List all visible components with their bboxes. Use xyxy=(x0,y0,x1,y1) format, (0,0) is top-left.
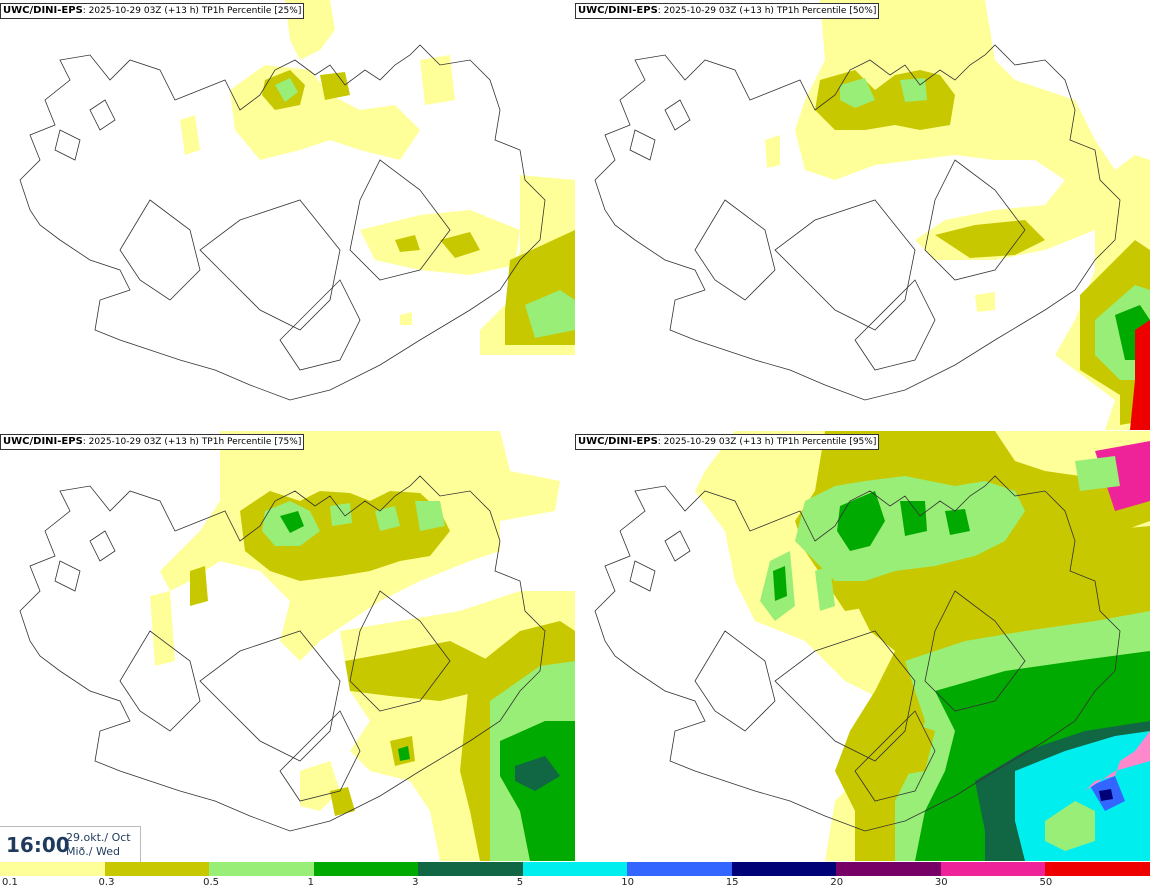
parameter: TP1h Percentile xyxy=(201,437,272,447)
legend-swatch xyxy=(313,862,420,876)
precip-fill xyxy=(765,0,1150,430)
legend-swatch xyxy=(731,862,838,876)
map-panel-p95: UWC/DINI-EPS: 2025-10-29 03Z (+13 h) TP1… xyxy=(575,431,1150,861)
precip-map-p25 xyxy=(19,0,575,401)
iceland-outline xyxy=(594,44,1121,401)
run-time: 2025-10-29 03Z xyxy=(663,6,737,16)
iceland-outline xyxy=(19,44,546,401)
panel-title: UWC/DINI-EPS: 2025-10-29 03Z (+13 h) TP1… xyxy=(0,3,305,19)
legend-swatch xyxy=(0,862,106,876)
lead-time: (+13 h) xyxy=(164,437,199,447)
color-legend: 0.1 0.3 0.5 1 3 5 10 15 20 30 50 xyxy=(0,862,1150,891)
legend-swatch xyxy=(522,862,629,876)
iceland-outline xyxy=(19,475,546,832)
legend-swatch xyxy=(418,862,524,876)
lead-time: (+13 h) xyxy=(164,6,199,16)
percentile: [25%] xyxy=(274,6,302,16)
map-panel-p75: UWC/DINI-EPS: 2025-10-29 03Z (+13 h) TP1… xyxy=(0,431,575,861)
valid-time: 16:00 xyxy=(6,833,70,857)
precip-map-p75 xyxy=(19,431,575,861)
legend-swatch xyxy=(836,862,942,876)
percentile: [95%] xyxy=(849,437,877,447)
map-panel-p25: UWC/DINI-EPS: 2025-10-29 03Z (+13 h) TP1… xyxy=(0,0,575,430)
precip-map-p95 xyxy=(594,431,1150,861)
model-name: UWC/DINI-EPS xyxy=(3,436,83,447)
run-time: 2025-10-29 03Z xyxy=(663,437,737,447)
precip-map-p50 xyxy=(594,0,1150,430)
lead-time: (+13 h) xyxy=(739,6,774,16)
precip-fill xyxy=(695,431,1150,861)
model-name: UWC/DINI-EPS xyxy=(578,5,658,16)
valid-time-box: 16:00 29.okt./ Oct Mið./ Wed xyxy=(0,826,141,862)
panel-title: UWC/DINI-EPS: 2025-10-29 03Z (+13 h) TP1… xyxy=(575,434,880,450)
legend-tick-label: 0.1 xyxy=(2,877,18,888)
lead-time: (+13 h) xyxy=(739,437,774,447)
legend-tick-label: 30 xyxy=(934,877,948,888)
legend-swatch xyxy=(209,862,315,876)
run-time: 2025-10-29 03Z xyxy=(88,437,162,447)
panel-title: UWC/DINI-EPS: 2025-10-29 03Z (+13 h) TP1… xyxy=(575,3,880,19)
legend-swatch xyxy=(1045,862,1150,876)
iceland-outline xyxy=(594,475,1121,832)
parameter: TP1h Percentile xyxy=(776,6,847,16)
date-line-1: 29.okt./ Oct xyxy=(66,831,131,844)
model-name: UWC/DINI-EPS xyxy=(578,436,658,447)
legend-tick-label: 1 xyxy=(307,877,314,888)
legend-tick-label: 10 xyxy=(621,877,634,888)
legend-swatch xyxy=(627,862,733,876)
legend-tick-label: 20 xyxy=(830,877,844,888)
legend-swatch xyxy=(104,862,211,876)
panel-title: UWC/DINI-EPS: 2025-10-29 03Z (+13 h) TP1… xyxy=(0,434,305,450)
legend-swatch xyxy=(940,862,1047,876)
legend-tick-label: 3 xyxy=(412,877,419,888)
legend-tick-label: 0.3 xyxy=(98,877,115,888)
legend-tick-label: 0.5 xyxy=(203,877,219,888)
parameter: TP1h Percentile xyxy=(776,437,847,447)
model-name: UWC/DINI-EPS xyxy=(3,5,83,16)
map-panel-p50: UWC/DINI-EPS: 2025-10-29 03Z (+13 h) TP1… xyxy=(575,0,1150,430)
parameter: TP1h Percentile xyxy=(201,6,272,16)
precip-fill xyxy=(180,0,575,355)
date-line-2: Mið./ Wed xyxy=(66,845,120,858)
percentile: [75%] xyxy=(274,437,302,447)
legend-tick-label: 5 xyxy=(516,877,524,888)
precip-fill xyxy=(150,431,575,861)
legend-tick-label: 15 xyxy=(725,877,739,888)
percentile: [50%] xyxy=(849,6,877,16)
legend-tick-label: 50 xyxy=(1039,877,1053,888)
valid-date: 29.okt./ Oct Mið./ Wed xyxy=(66,831,131,859)
run-time: 2025-10-29 03Z xyxy=(88,6,162,16)
